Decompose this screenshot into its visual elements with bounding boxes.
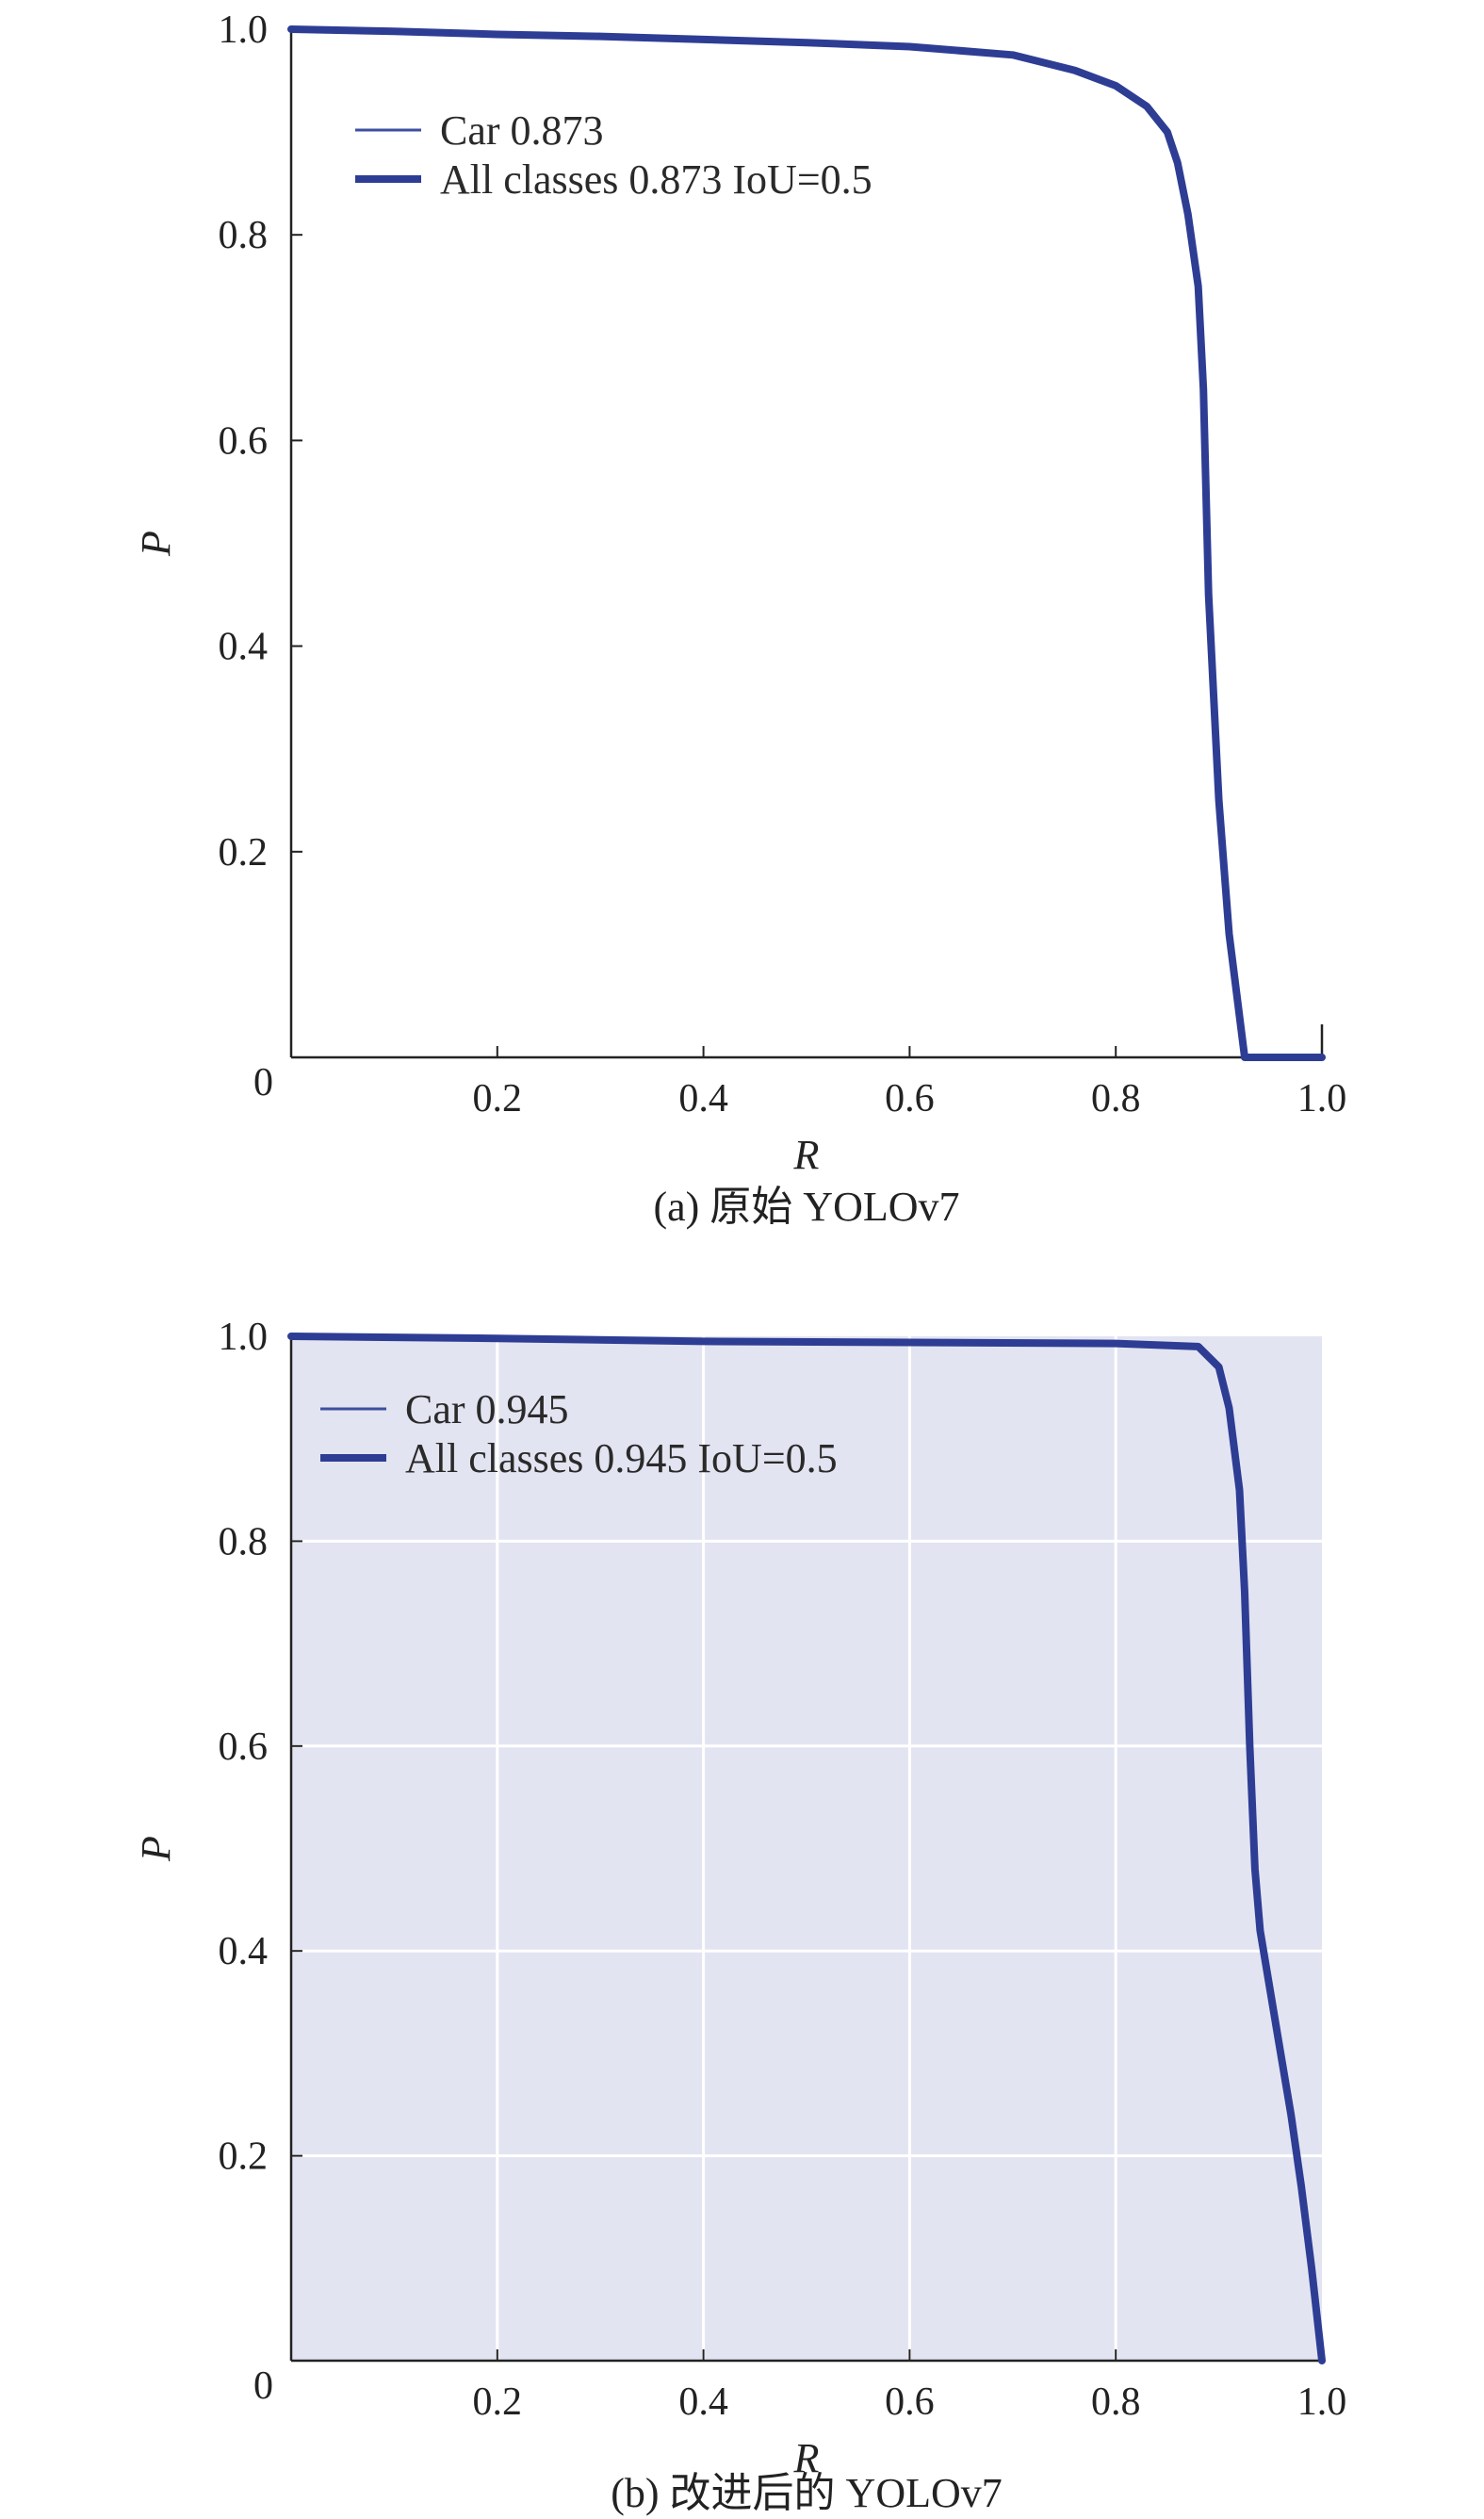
- series-line-all-classes: [287, 1333, 1326, 2364]
- legend-label-all-classes: All classes 0.945 IoU=0.5: [405, 1435, 838, 1481]
- x-tick-label: 1.0: [1297, 2380, 1347, 2424]
- y-tick-label: 1.0: [219, 1316, 269, 1359]
- y-tick-label: 0.6: [219, 419, 269, 463]
- y-axis-label-a: P: [133, 531, 179, 557]
- tick-labels-b: 0.2 0.4 0.6 0.8 1.0 0.2 0.4 0.6 0.8 1.0: [219, 1316, 1347, 2424]
- plot-area-a: [291, 29, 1322, 1057]
- series-lines-b: [287, 1333, 1326, 2364]
- y-tick-label: 0.8: [219, 1520, 269, 1563]
- x-tick-label: 0.2: [473, 2380, 523, 2424]
- x-tick-label: 0.2: [473, 1077, 523, 1120]
- x-tick-label: 0.4: [678, 1077, 728, 1120]
- x-tick-label: 0.8: [1091, 1077, 1141, 1120]
- x-tick-label: 0.4: [678, 2380, 728, 2424]
- origin-label-a: 0: [253, 1061, 273, 1104]
- panel-b: 0.2 0.4 0.6 0.8 1.0 0.2 0.4 0.6 0.8 1.0 Car 0.945…: [133, 1316, 1346, 2516]
- series-line-all-classes: [287, 25, 1326, 1061]
- legend-label-all-classes: All classes 0.873 IoU=0.5: [440, 156, 872, 203]
- plot-area-b: [291, 1336, 1322, 2361]
- y-tick-label: 0.2: [219, 831, 269, 875]
- y-tick-label: 0.4: [219, 1930, 269, 1973]
- y-tick-label: 1.0: [219, 8, 269, 52]
- y-axis-label-b: P: [133, 1836, 179, 1862]
- y-tick-label: 0.2: [219, 2135, 269, 2179]
- x-tick-label: 0.8: [1091, 2380, 1141, 2424]
- panel-a: 0.2 0.4 0.6 0.8 1.0 0.2 0.4 0.6 0.8 1.0 Car 0.873…: [133, 8, 1346, 1230]
- y-tick-label: 0.4: [219, 626, 269, 669]
- legend-label-car: Car 0.873: [440, 107, 604, 154]
- x-tick-label: 1.0: [1297, 1077, 1347, 1120]
- tick-labels-a: 0.2 0.4 0.6 0.8 1.0 0.2 0.4 0.6 0.8 1.0: [219, 8, 1347, 1120]
- caption-b: (b) 改进后的 YOLOv7: [611, 2470, 1003, 2516]
- caption-a: (a) 原始 YOLOv7: [653, 1184, 959, 1230]
- legend-a: Car 0.873 All classes 0.873 IoU=0.5: [355, 107, 872, 203]
- axes-b: [289, 1336, 1322, 2363]
- x-axis-label-b: R: [793, 2435, 820, 2481]
- series-lines-a: [287, 25, 1326, 1061]
- x-tick-label: 0.6: [885, 2380, 935, 2424]
- origin-label-b: 0: [253, 2364, 273, 2408]
- y-tick-label: 0.6: [219, 1726, 269, 1769]
- x-tick-label: 0.6: [885, 1077, 935, 1120]
- x-axis-label-a: R: [793, 1132, 820, 1178]
- grid-b: [291, 1336, 1322, 2361]
- legend-label-car: Car 0.945: [405, 1386, 569, 1432]
- legend-b: Car 0.945 All classes 0.945 IoU=0.5: [320, 1386, 838, 1481]
- y-tick-label: 0.8: [219, 214, 269, 257]
